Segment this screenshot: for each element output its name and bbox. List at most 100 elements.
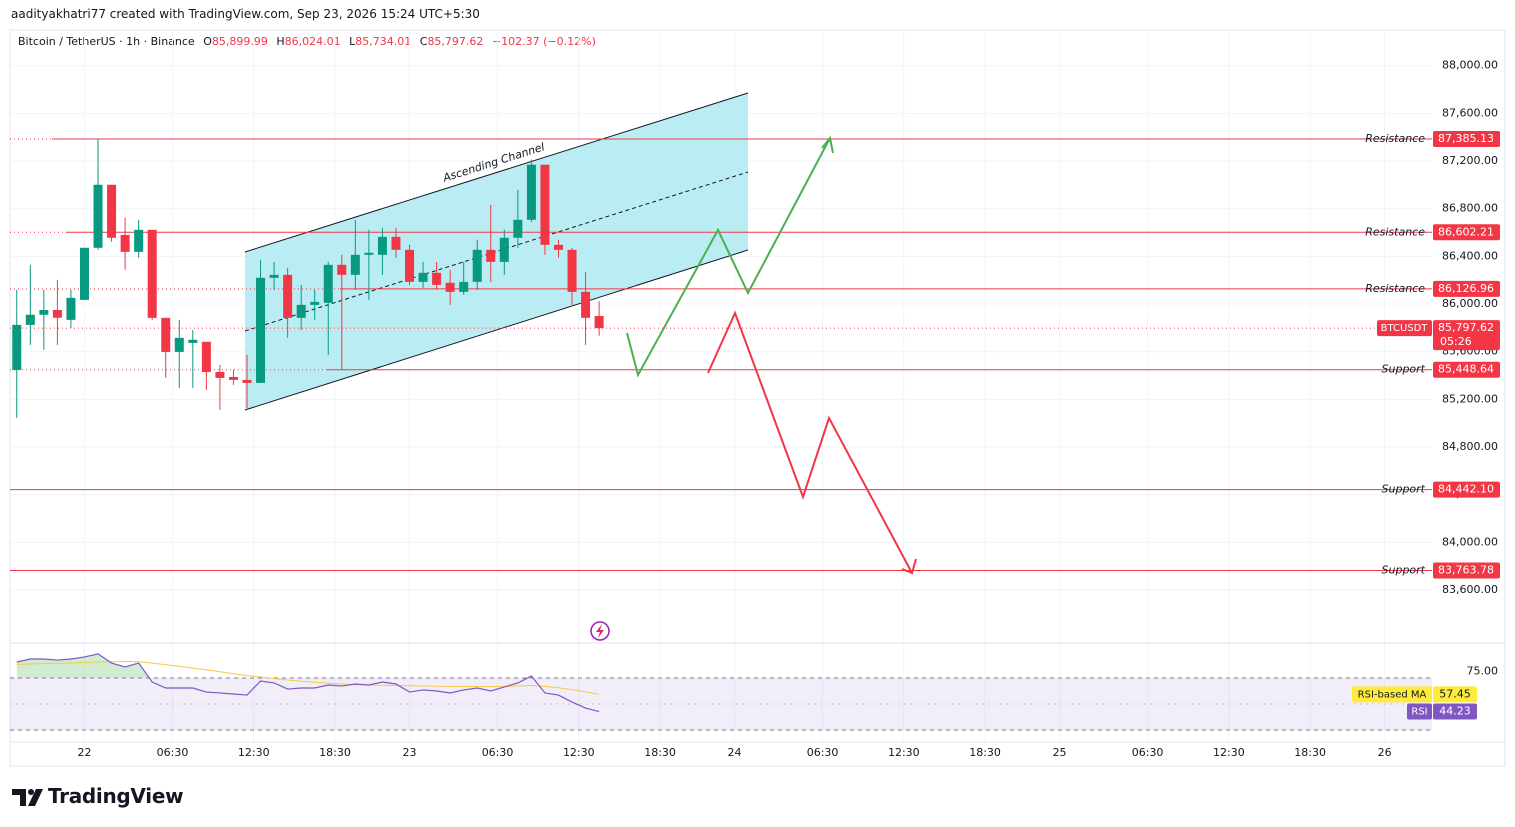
x-tick-label: 12:30 bbox=[888, 746, 920, 759]
x-tick-label: 12:30 bbox=[238, 746, 270, 759]
candle-body bbox=[405, 249, 415, 282]
level-price: 85,448.64 bbox=[1438, 363, 1494, 376]
series-value-box bbox=[1433, 686, 1477, 703]
series-name-box bbox=[1407, 703, 1432, 720]
legend-name: RSI bbox=[1411, 707, 1427, 718]
candle-body bbox=[228, 376, 238, 380]
candle-body bbox=[39, 309, 49, 315]
candle-body bbox=[377, 236, 387, 255]
y-tick-label: 84,000.00 bbox=[1442, 535, 1498, 548]
candle-body bbox=[296, 304, 306, 318]
candle-body bbox=[120, 234, 130, 252]
candle-body bbox=[323, 264, 333, 303]
y-tick-label: 83,600.00 bbox=[1442, 583, 1498, 596]
last-price-name-box bbox=[1377, 320, 1432, 337]
alert-icon[interactable] bbox=[590, 621, 610, 641]
candle-body bbox=[174, 337, 184, 352]
level-price-box bbox=[1433, 361, 1500, 378]
candle-body bbox=[432, 272, 442, 285]
y-tick-label: 86,400.00 bbox=[1442, 249, 1498, 262]
level-label: Resistance bbox=[1365, 282, 1425, 295]
candle-body bbox=[52, 309, 62, 318]
projection-up bbox=[626, 137, 831, 378]
y-tick-label: 88,000.00 bbox=[1442, 59, 1498, 72]
y-tick-label: 87,200.00 bbox=[1442, 154, 1498, 167]
x-tick-label: 26 bbox=[1378, 746, 1392, 759]
level-label: Resistance bbox=[1365, 225, 1425, 238]
level-price-box bbox=[1433, 481, 1500, 498]
ohlc-key: C bbox=[419, 35, 428, 48]
candle-body bbox=[201, 341, 211, 372]
level-label: Resistance bbox=[1365, 132, 1425, 145]
x-tick-label: 22 bbox=[77, 746, 91, 759]
candle-body bbox=[107, 184, 117, 238]
candle-body bbox=[540, 164, 550, 245]
level-price-box bbox=[1433, 562, 1500, 579]
y-tick-label: 87,600.00 bbox=[1442, 106, 1498, 119]
rsi-line bbox=[16, 653, 600, 713]
candle-body bbox=[256, 277, 266, 383]
level-label: Support bbox=[1382, 483, 1426, 496]
x-tick-label: 23 bbox=[403, 746, 417, 759]
last-price-box bbox=[1433, 320, 1500, 351]
x-tick-label: 12:30 bbox=[563, 746, 595, 759]
ohlc-key: L bbox=[349, 35, 356, 48]
symbol: Bitcoin / TetherUS · 1h · Binance bbox=[18, 35, 195, 48]
ohlc-value: 86,024.01 bbox=[284, 35, 341, 48]
channel-lower bbox=[244, 249, 749, 411]
ohlc-key: H bbox=[276, 35, 285, 48]
x-tick-label: 12:30 bbox=[1213, 746, 1245, 759]
ohlc-key: O bbox=[203, 35, 212, 48]
series-value: 57.45 bbox=[1439, 687, 1471, 700]
candle-body bbox=[513, 219, 523, 238]
level-label: Support bbox=[1382, 363, 1426, 376]
candle-body bbox=[499, 237, 509, 262]
candle-body bbox=[594, 315, 604, 329]
rsi-pane bbox=[10, 653, 1432, 731]
candle-body bbox=[310, 301, 320, 305]
grid bbox=[10, 30, 1432, 742]
projection-down bbox=[707, 310, 913, 574]
last-price-name: BTCUSDT bbox=[1381, 323, 1429, 334]
ohlc-value: 85,734.01 bbox=[355, 35, 412, 48]
level-price: 87,385.13 bbox=[1438, 132, 1494, 145]
brand: TradingView bbox=[48, 784, 184, 808]
candle-body bbox=[25, 314, 35, 325]
level-price-box bbox=[1433, 131, 1500, 148]
rsi-line bbox=[16, 660, 600, 695]
y-tick-label: 84,800.00 bbox=[1442, 440, 1498, 453]
x-tick-label: 06:30 bbox=[1132, 746, 1164, 759]
series-name-box bbox=[1352, 686, 1432, 703]
level-price-box bbox=[1433, 280, 1500, 297]
candle-body bbox=[459, 281, 469, 292]
candle-body bbox=[161, 317, 171, 352]
candle-body bbox=[337, 264, 347, 275]
x-tick-label: 24 bbox=[728, 746, 742, 759]
legend-name: RSI-based MA bbox=[1358, 689, 1427, 700]
y-tick-label: 86,000.00 bbox=[1442, 297, 1498, 310]
candle-body bbox=[188, 339, 198, 343]
level-price: 84,442.10 bbox=[1438, 483, 1494, 496]
channel-mid bbox=[244, 171, 749, 332]
levels bbox=[10, 138, 1432, 571]
rsi-band bbox=[10, 677, 1432, 731]
level-price: 86,126.96 bbox=[1438, 282, 1494, 295]
x-tick-label: 18:30 bbox=[319, 746, 351, 759]
change: −102.37 (−0.12%) bbox=[491, 35, 596, 48]
candle-body bbox=[526, 164, 536, 220]
axis-labels: 22 06:30 12:30 18:30 23 06:30 12:30 18:30 24 06:3… bbox=[77, 59, 1500, 759]
y-tick-label: 75.00 bbox=[1467, 664, 1499, 677]
candle-body bbox=[66, 297, 76, 320]
candle-body bbox=[391, 236, 401, 250]
candle-body bbox=[364, 252, 374, 255]
channel-fill bbox=[245, 93, 748, 410]
candles bbox=[12, 139, 604, 418]
candle-body bbox=[445, 282, 455, 292]
candle-body bbox=[12, 324, 22, 370]
candle-body bbox=[215, 371, 225, 378]
x-tick-label: 06:30 bbox=[482, 746, 514, 759]
candle-body bbox=[567, 249, 577, 292]
channel-upper bbox=[244, 92, 749, 253]
last-price: 85,797.62 bbox=[1438, 321, 1494, 334]
